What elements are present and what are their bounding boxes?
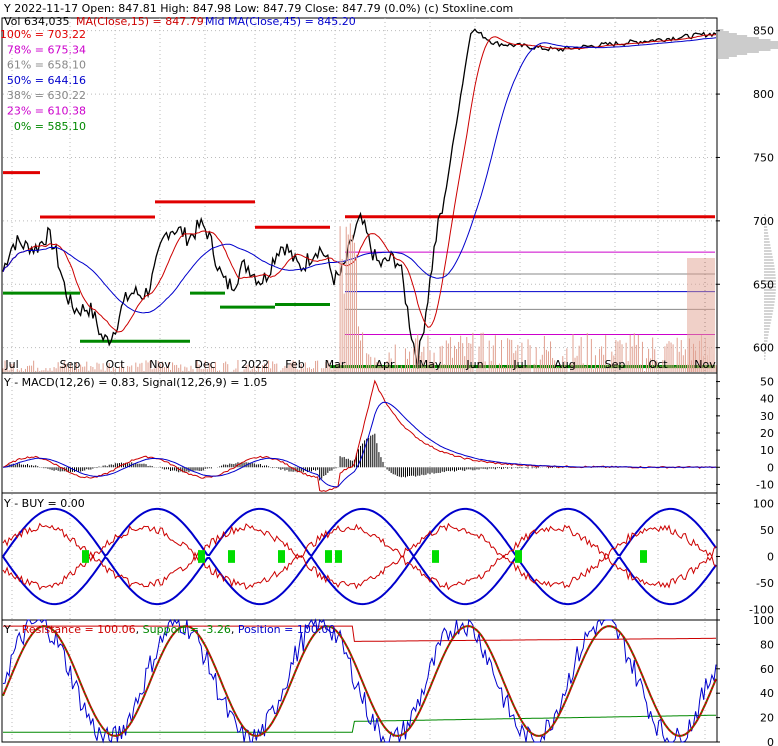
- y-tick-label: 10: [760, 444, 774, 457]
- buy-upper-band: [2, 507, 717, 558]
- volume-bars: [2, 29, 778, 372]
- macd-panel-frame: [1, 372, 718, 494]
- y-tick-label: 650: [753, 278, 774, 291]
- position-line: [2, 618, 717, 744]
- position-smoothed-overlay: [2, 625, 717, 737]
- x-tick-label: Oct: [105, 358, 125, 371]
- y-tick-label: 80: [760, 638, 774, 651]
- x-tick-label: Dec: [194, 358, 215, 371]
- x-tick-label: Jul: [4, 358, 18, 371]
- buy-marker: [228, 550, 235, 563]
- resistance-label: Resistance = 100.06: [22, 623, 136, 636]
- buy-marker: [325, 550, 332, 563]
- buy-marker: [515, 550, 522, 563]
- fib-legend-label: 100% = 703.22: [0, 28, 86, 41]
- y-tick-label: -50: [756, 577, 774, 590]
- x-tick-label: 2022: [241, 358, 269, 371]
- position-panel-label: Y - Resistance = 100.06, Support = -3.26…: [3, 623, 335, 636]
- y-tick-label: 100: [753, 498, 774, 511]
- support-label: Support = -3.26: [143, 623, 231, 636]
- y-tick-label: 700: [753, 215, 774, 228]
- buy-upper-signal: [2, 522, 717, 562]
- buy-lower-band: [2, 555, 717, 606]
- y-tick-label: 750: [753, 151, 774, 164]
- y-tick-label: 50: [760, 376, 774, 389]
- buy-marker: [198, 550, 205, 563]
- y-tick-label: 0: [767, 551, 774, 564]
- ma15-line: [2, 34, 717, 333]
- fib-legend-label: 0% = 585.10: [14, 120, 86, 133]
- y-tick-label: 30: [760, 410, 774, 423]
- buy-series: [2, 507, 717, 606]
- buy-label: Y - BUY = 0.00: [3, 497, 85, 510]
- x-tick-label: Nov: [694, 358, 716, 371]
- x-axis-ticks: Jul Sep Oct Nov Dec 2022 Feb Mar Apr May Jun Jul Aug…: [4, 358, 716, 371]
- price-panel-frame: [1, 17, 718, 374]
- grid-lines: [3, 18, 716, 742]
- signal-line: [2, 401, 716, 488]
- buy-marker: [82, 550, 89, 563]
- fib-legend-label: 50% = 644.16: [7, 74, 86, 87]
- chart-title: Y 2022-11-17 Open: 847.81 High: 847.98 L…: [3, 2, 513, 15]
- buy-panel-frame: [1, 492, 718, 621]
- y-tick-label: 800: [753, 88, 774, 101]
- x-tick-label: Aug: [554, 358, 575, 371]
- macd-label: Y - MACD(12,26) = 0.83, Signal(12,26,9) …: [3, 376, 267, 389]
- y-tick-label: 20: [760, 427, 774, 440]
- y-tick-label: 40: [760, 687, 774, 700]
- res-prefix: Y -: [3, 623, 22, 636]
- ma15-label: MA(Close,15) = 847.79: [76, 15, 204, 28]
- y-tick-label: -100: [749, 603, 774, 616]
- y-tick-label: 0: [767, 461, 774, 474]
- buy-lower-signal: [2, 551, 717, 591]
- price-series: [2, 28, 717, 369]
- macd-series: [2, 379, 717, 492]
- fib-legend: 100% = 703.22 78% = 675.34 61% = 658.10 50%…: [0, 28, 86, 133]
- position-panel-frame: [1, 619, 718, 743]
- resistance-line: [3, 625, 716, 642]
- y-tick-label: 600: [753, 342, 774, 355]
- buy-marker: [278, 550, 285, 563]
- x-tick-label: Sep: [60, 358, 81, 371]
- x-tick-label: Oct: [648, 358, 668, 371]
- position-label: Position = 100.00: [238, 623, 336, 636]
- x-tick-label: Apr: [375, 358, 395, 371]
- position-series: [2, 618, 717, 744]
- y-tick-label: -10: [756, 478, 774, 491]
- x-tick-label: Nov: [149, 358, 171, 371]
- volume-label: Vol 634,035: [4, 15, 69, 28]
- x-tick-label: Jun: [465, 358, 483, 371]
- y-tick-label: 100: [753, 614, 774, 627]
- y-tick-label: 50: [760, 524, 774, 537]
- y-tick-label: 20: [760, 712, 774, 725]
- fib-legend-label: 78% = 675.34: [7, 43, 86, 56]
- buy-marker: [335, 550, 342, 563]
- ma45-line: [2, 37, 717, 314]
- y-tick-label: 850: [753, 25, 774, 38]
- ma45-label: Mid MA(Close,45) = 845.20: [205, 15, 356, 28]
- fib-legend-label: 61% = 658.10: [7, 59, 86, 72]
- buy-marker: [640, 550, 647, 563]
- y-tick-label: 0: [767, 736, 774, 746]
- y-tick-label: 60: [760, 663, 774, 676]
- fib-legend-label: 38% = 630.22: [7, 89, 86, 102]
- x-tick-label: Feb: [285, 358, 304, 371]
- x-tick-label: May: [419, 358, 442, 371]
- buy-marker: [432, 550, 439, 563]
- y-tick-label: 40: [760, 393, 774, 406]
- x-tick-label: Sep: [605, 358, 626, 371]
- fib-legend-label: 23% = 610.38: [7, 105, 86, 118]
- x-tick-label: Mar: [325, 358, 346, 371]
- x-tick-label: Jul: [512, 358, 526, 371]
- y-axis-ticks: 600650700750800850-1001020304050-100-500…: [716, 25, 774, 746]
